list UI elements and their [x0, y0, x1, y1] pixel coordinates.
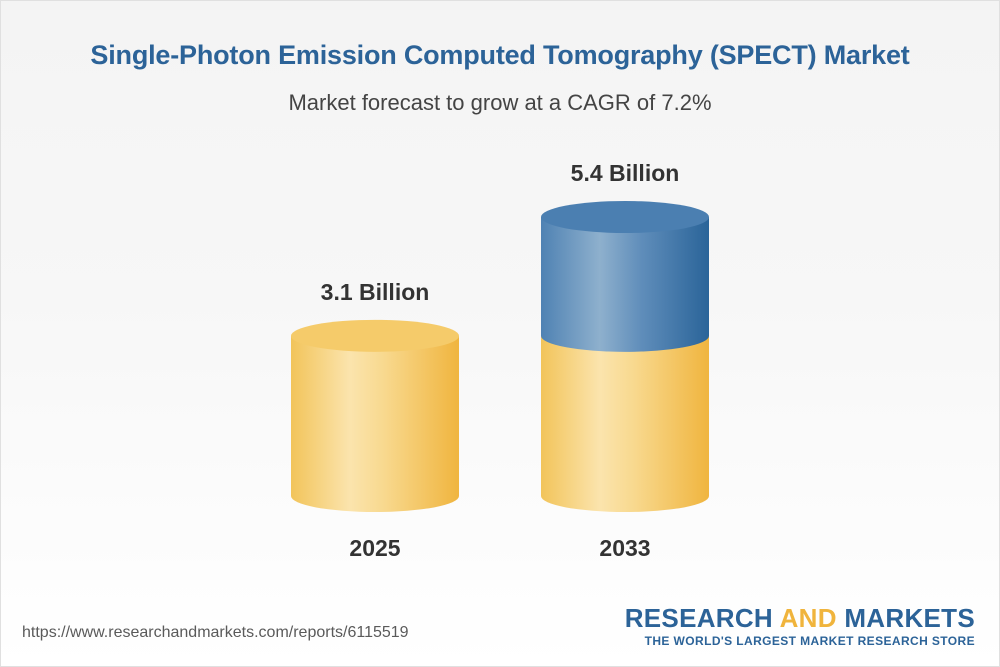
category-label-2025: 2025: [349, 535, 400, 561]
blue-segment-top: [541, 201, 709, 233]
data-label-2025: 3.1 Billion: [321, 279, 430, 305]
bar-2033: [541, 201, 709, 512]
brand-name: RESEARCH AND MARKETS: [625, 604, 975, 632]
blue-segment-body: [541, 217, 709, 352]
category-label-2033: 2033: [599, 535, 650, 561]
chart-title: Single-Photon Emission Computed Tomograp…: [90, 40, 910, 70]
chart-subtitle: Market forecast to grow at a CAGR of 7.2…: [288, 90, 712, 115]
source-url[interactable]: https://www.researchandmarkets.com/repor…: [22, 624, 409, 641]
brand-word-research: RESEARCH: [624, 603, 780, 633]
brand-word-and: AND: [779, 603, 837, 633]
brand-tagline: THE WORLD'S LARGEST MARKET RESEARCH STOR…: [644, 634, 975, 648]
brand-word-markets: MARKETS: [836, 603, 975, 633]
gold-segment-body: [541, 335, 709, 512]
bar-2025: [291, 319, 459, 512]
brand-logo: RESEARCH AND MARKETS THE WORLD'S LARGEST…: [625, 604, 975, 648]
data-label-2033: 5.4 Billion: [571, 160, 680, 186]
gold-segment-body: [291, 335, 459, 512]
gold-segment-top: [291, 319, 459, 352]
